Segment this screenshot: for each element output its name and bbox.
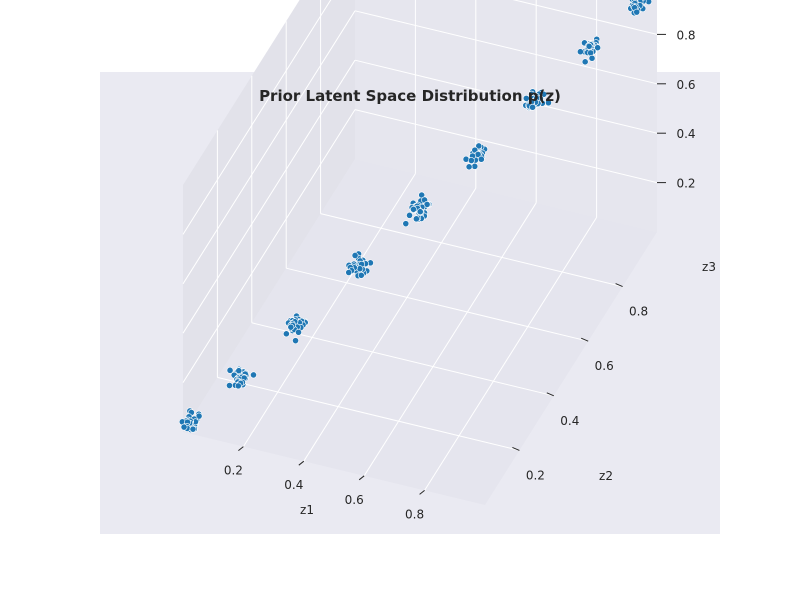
grid-line-z-left	[182, 10, 356, 285]
floor-pane	[183, 159, 657, 505]
scatter-point	[581, 58, 589, 66]
scatter-point	[351, 252, 359, 259]
scatter-point	[406, 211, 413, 219]
scatter-point	[250, 371, 257, 379]
grid-line-x-floor	[242, 173, 416, 447]
y-tick-label: 0.8	[629, 305, 648, 319]
grid-line-z-back	[354, 10, 658, 85]
grid-line-z-left	[182, 109, 356, 383]
scatter-point	[475, 142, 483, 150]
scatter-point	[402, 220, 410, 228]
chart-title: Prior Latent Space Distribution p(z)	[259, 87, 561, 105]
y-tick-mark	[615, 283, 623, 288]
grid-line-y-floor	[286, 267, 589, 342]
scatter-point	[345, 269, 353, 276]
scatter-point	[357, 271, 365, 279]
scatter-point	[189, 425, 197, 433]
grid-line-z-back	[512, 0, 658, 35]
x-tick-mark	[238, 446, 244, 451]
scatter-point	[410, 205, 417, 213]
back-pane	[355, 0, 657, 232]
x-tick-mark	[419, 490, 425, 495]
scatter-point	[577, 48, 584, 56]
grid-line-x-floor	[363, 202, 537, 477]
x-tick-label: 0.6	[345, 493, 364, 507]
scatter-point	[226, 382, 233, 389]
z-tick-label: 0.6	[676, 78, 695, 92]
grid-line-x-floor	[303, 187, 477, 462]
scatter-point	[195, 412, 203, 420]
scatter-point	[226, 366, 234, 374]
scatter-point	[292, 337, 299, 345]
x-tick-mark	[358, 475, 365, 481]
scatter-point	[633, 8, 641, 16]
scatter-point	[356, 265, 364, 273]
scatter-point	[234, 382, 242, 390]
y-tick-mark	[546, 392, 554, 397]
x-tick-label: 0.8	[405, 507, 424, 521]
y-tick-label: 0.6	[595, 359, 614, 373]
grid-line-z-back	[354, 59, 658, 134]
x-tick-label: 0.4	[284, 478, 303, 492]
scatter-point	[235, 367, 243, 375]
z-tick-label: 0.2	[676, 177, 695, 191]
scatter-point	[594, 44, 602, 52]
panes	[183, 0, 657, 505]
scatter-point	[585, 42, 593, 50]
grid-line-z-left	[182, 0, 332, 235]
y-axis-label: z2	[599, 469, 613, 483]
scatter-point	[522, 95, 530, 102]
z-axis-label: z3	[702, 260, 716, 274]
y-tick-mark	[512, 446, 520, 451]
scatter-point	[467, 157, 475, 164]
z-tick-label: 0.4	[676, 127, 695, 141]
grid-line-y-floor	[320, 213, 623, 288]
scatter-point	[529, 103, 537, 111]
grid-line-y-floor	[251, 322, 554, 397]
scatter-point	[282, 330, 290, 338]
grid-line-y-floor	[217, 376, 520, 451]
scatter-point	[287, 323, 295, 331]
z-tick-label: 0.8	[676, 28, 695, 42]
scatter-point	[295, 328, 302, 336]
axis-ticks: 0.2 0.4 0.6 0.8 0.2 0.4 0.6 0.8 0.2 0.4 0.6 0.8	[224, 28, 696, 521]
x-tick-mark	[298, 460, 305, 466]
grid-line-z-back	[354, 109, 658, 184]
y-tick-label: 0.2	[526, 468, 545, 482]
scatter-points	[178, 0, 653, 433]
scatter-point	[477, 155, 485, 163]
y-tick-label: 0.4	[560, 414, 579, 428]
grid-line-z-left	[182, 59, 356, 334]
grid-line-x-floor	[424, 217, 598, 491]
left-pane	[183, 0, 355, 432]
scatter-point	[465, 163, 473, 171]
scatter-point	[588, 54, 596, 62]
x-axis-label: z1	[300, 503, 314, 517]
scatter-point	[471, 162, 479, 170]
scatter-point	[412, 215, 420, 223]
scatter-point	[416, 208, 424, 216]
y-tick-mark	[581, 337, 589, 342]
x-tick-label: 0.2	[224, 464, 243, 478]
scatter-point	[423, 201, 431, 208]
scatter-point	[180, 423, 188, 431]
